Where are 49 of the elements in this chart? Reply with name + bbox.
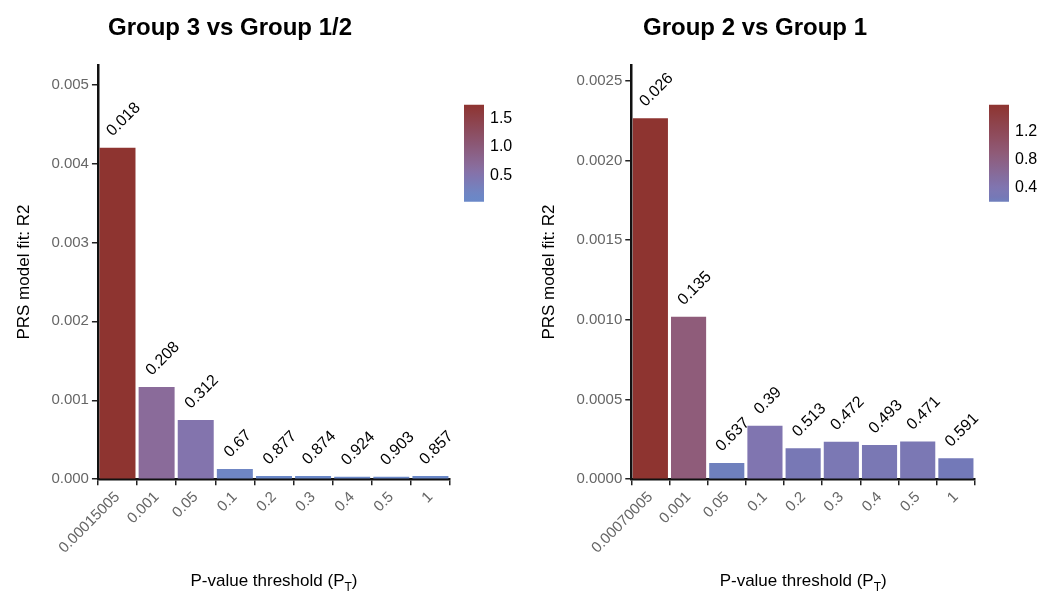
bar [861, 445, 898, 479]
x-tick-label: 0.4 [857, 487, 885, 515]
x-tick-label: 0.2 [252, 487, 280, 515]
color-bar-label: 0.5 [490, 165, 513, 183]
y-tick-label: 0.0005 [576, 389, 623, 407]
x-tick-label: 0.5 [369, 487, 397, 515]
x-tick-label: 0.1 [213, 487, 240, 515]
x-tick-label: 1 [417, 487, 436, 506]
color-bar-label: 0.4 [1015, 177, 1038, 195]
bar [900, 441, 936, 479]
y-tick-label: 0.0010 [576, 309, 623, 327]
y-tick-label: 0.0015 [576, 230, 623, 248]
bar [99, 147, 136, 479]
y-tick-label: 0.0020 [576, 150, 623, 168]
color-bar-label: 0.8 [1015, 150, 1038, 168]
y-tick-label: 0.005 [51, 74, 89, 92]
x-tick-label: 0.1 [743, 487, 770, 515]
x-tick-label: 0.3 [291, 487, 319, 515]
annotation: 0.67 [220, 426, 255, 461]
annotation: 0.39 [750, 382, 785, 418]
bar [671, 316, 707, 479]
bar [823, 441, 859, 479]
y-axis-title: PRS model fit: R2 [13, 204, 33, 340]
y-tick-label: 0.004 [51, 153, 89, 171]
x-tick-label: 1 [943, 487, 961, 506]
bar [785, 448, 821, 479]
chart-title: Group 2 vs Group 1 [642, 13, 868, 41]
bar [138, 386, 175, 479]
y-tick-label: 0.001 [51, 390, 89, 408]
bar [709, 462, 745, 479]
y-tick-label: 0.0000 [576, 469, 623, 487]
bar [747, 425, 783, 479]
bar [632, 118, 668, 479]
y-tick-label: 0.003 [51, 232, 89, 250]
color-bar-label: 1.2 [1015, 122, 1038, 140]
y-tick-label: 0.002 [51, 311, 89, 329]
y-axis-title: PRS model fit: R2 [538, 204, 558, 340]
x-tick-label: 0.4 [330, 487, 358, 515]
y-tick-label: 0.0025 [576, 70, 623, 88]
chart-title: Group 3 vs Group 1/2 [107, 13, 353, 41]
bar [177, 420, 214, 479]
color-bar-label: 1.0 [490, 137, 513, 155]
bar [938, 458, 974, 479]
bar [216, 468, 253, 479]
y-tick-label: 0.000 [51, 469, 89, 487]
x-tick-label: 0.2 [781, 487, 809, 515]
x-tick-label: 0.5 [895, 487, 923, 515]
x-tick-label: 0.3 [819, 487, 847, 515]
color-bar-label: 1.5 [490, 109, 513, 127]
